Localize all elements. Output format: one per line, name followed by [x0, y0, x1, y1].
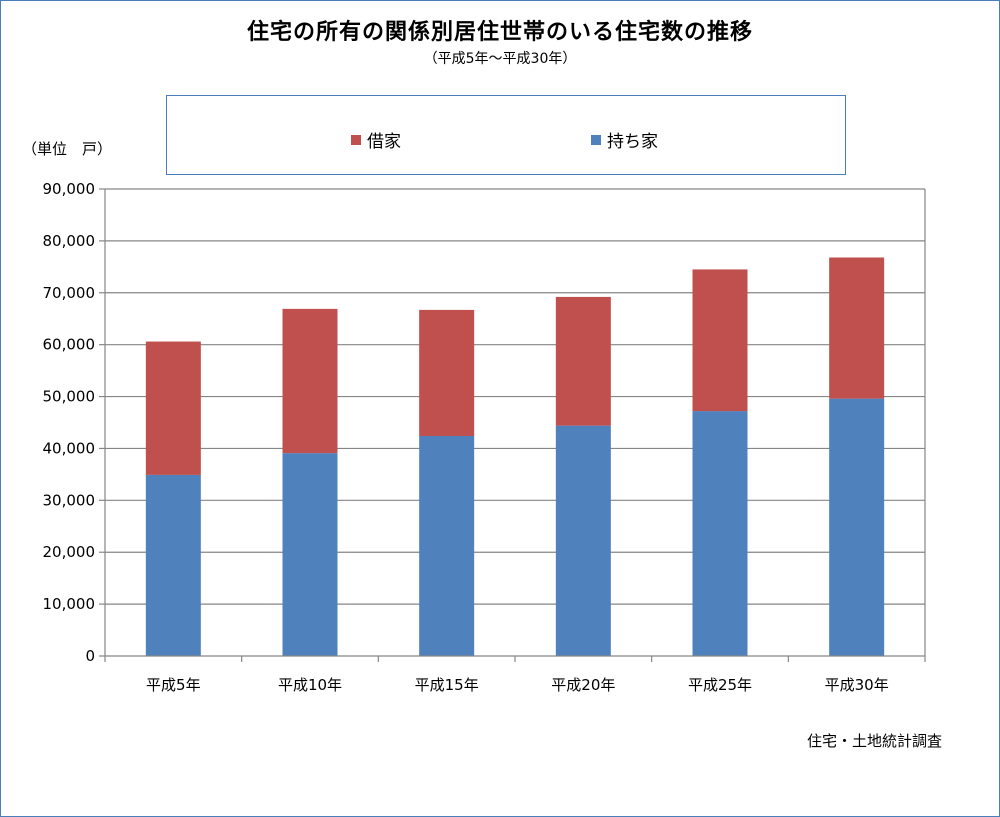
- x-tick-label: 平成20年: [551, 676, 615, 694]
- y-tick-label: 20,000: [43, 543, 96, 561]
- legend-label-owned: 持ち家: [607, 132, 658, 152]
- bar-rented: [145, 341, 201, 475]
- y-tick-label: 60,000: [43, 336, 96, 354]
- bar-owned: [692, 411, 748, 656]
- legend-item-owned: 持ち家: [591, 127, 658, 152]
- y-tick-label: 10,000: [43, 595, 96, 613]
- legend-item-rented: 借家: [351, 127, 401, 152]
- bar-owned: [555, 425, 611, 656]
- y-axis-unit-label: （単位 戸）: [22, 140, 113, 158]
- chart-subtitle: （平成5年～平成30年）: [423, 51, 577, 67]
- x-tick-label: 平成10年: [278, 676, 342, 694]
- x-tick-label: 平成15年: [415, 676, 479, 694]
- source-note: 住宅・土地統計調査: [806, 732, 942, 750]
- bar-owned: [829, 398, 885, 656]
- bar-owned: [145, 474, 201, 656]
- y-tick-label: 50,000: [43, 388, 96, 406]
- chart-title: 住宅の所有の関係別居住世帯のいる住宅数の推移: [246, 20, 753, 45]
- bar-rented: [829, 257, 885, 399]
- bar-rented: [555, 296, 611, 426]
- bar-rented: [419, 309, 475, 436]
- y-tick-label: 30,000: [43, 491, 96, 509]
- legend-swatch-rented: [351, 134, 361, 145]
- y-tick-label: 80,000: [43, 232, 96, 250]
- bar-rented: [692, 269, 748, 412]
- legend-label-rented: 借家: [367, 132, 401, 152]
- y-tick-label: 90,000: [43, 180, 96, 198]
- legend-swatch-owned: [591, 134, 601, 145]
- x-tick-label: 平成30年: [825, 676, 889, 694]
- bar-owned: [282, 453, 338, 656]
- bar-rented: [282, 308, 338, 454]
- y-tick-label: 70,000: [43, 284, 96, 302]
- y-tick-label: 0: [85, 647, 95, 665]
- y-tick-label: 40,000: [43, 439, 96, 457]
- x-tick-label: 平成5年: [146, 676, 201, 694]
- x-tick-label: 平成25年: [688, 676, 752, 694]
- bar-owned: [419, 435, 475, 656]
- legend: 借家 持ち家: [166, 95, 846, 175]
